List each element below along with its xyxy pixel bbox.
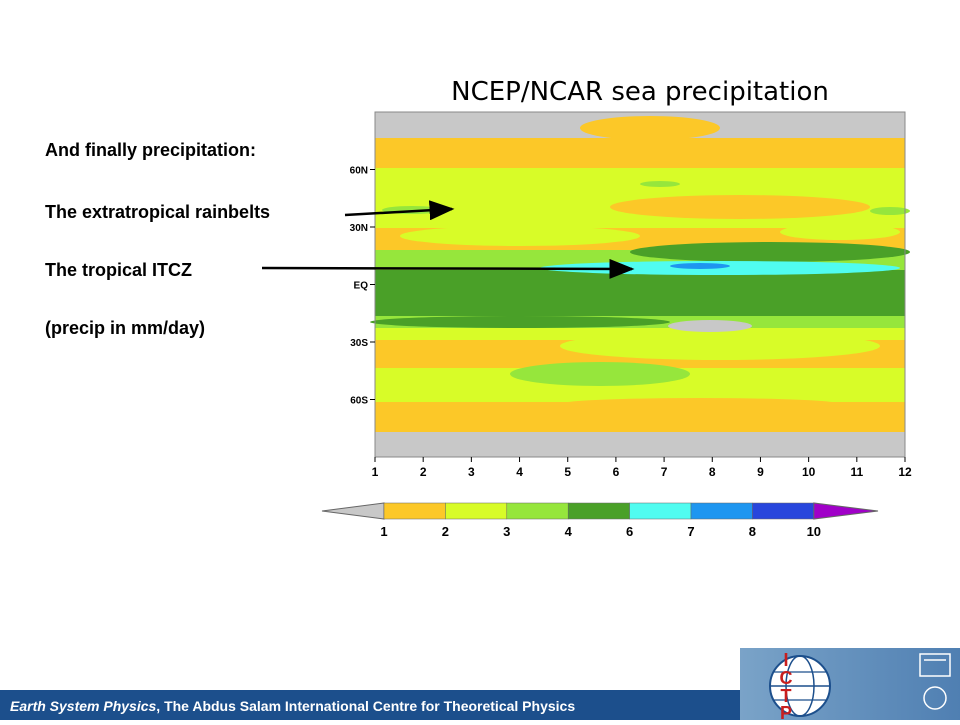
logo-letter-i: I bbox=[783, 650, 788, 670]
x-tick-label: 5 bbox=[564, 465, 571, 479]
logo-letter-c: C bbox=[780, 668, 793, 688]
itcz-line: The tropical ITCZ bbox=[45, 260, 193, 280]
itcz-blue bbox=[670, 263, 730, 269]
colorbar-segment bbox=[383, 502, 446, 520]
south-dry-patch bbox=[668, 320, 752, 332]
colorbar-segment bbox=[445, 502, 508, 520]
colorbar-level-label: 10 bbox=[807, 524, 821, 539]
north-orange-ellipse bbox=[610, 195, 870, 219]
south-yellow-patch bbox=[560, 332, 880, 360]
rainbelt-arrow bbox=[344, 200, 455, 221]
y-tick-label: 60N bbox=[350, 166, 368, 177]
colorbar-level-label: 6 bbox=[626, 524, 633, 539]
footer-text: Earth System Physics, The Abdus Salam In… bbox=[10, 698, 575, 714]
colorbar-level-label: 8 bbox=[749, 524, 756, 539]
subtropic-north-green bbox=[400, 226, 640, 246]
south-orange-bulge bbox=[560, 398, 840, 410]
subtropic-north-green-2 bbox=[780, 224, 900, 240]
colorbar-segment bbox=[506, 502, 569, 520]
y-axis: 60N 30N EQ 30S 60S bbox=[350, 166, 375, 407]
colorbar-high-extension bbox=[813, 502, 879, 520]
colorbar-segment bbox=[567, 502, 630, 520]
footer-rest: , The Abdus Salam International Centre f… bbox=[156, 698, 576, 714]
colorbar-level-label: 7 bbox=[687, 524, 694, 539]
iaea-icon bbox=[923, 686, 947, 710]
x-tick-label: 11 bbox=[850, 465, 863, 479]
north-orange-patch bbox=[580, 116, 720, 140]
x-tick-label: 7 bbox=[661, 465, 668, 479]
colorbar: 1 2 3 4 6 7 8 10 bbox=[321, 502, 879, 539]
colorbar-segment bbox=[629, 502, 692, 520]
footer-italic: Earth System Physics bbox=[10, 698, 157, 714]
x-tick-label: 3 bbox=[468, 465, 475, 479]
y-tick-label: EQ bbox=[354, 281, 369, 292]
tropic-dark-band bbox=[375, 270, 905, 318]
rainbelts-line: The extratropical rainbelts bbox=[45, 202, 271, 222]
x-tick-label: 9 bbox=[757, 465, 764, 479]
logo-graphic: I C T P bbox=[769, 650, 951, 723]
x-tick-label: 1 bbox=[372, 465, 379, 479]
y-tick-label: 30N bbox=[350, 223, 368, 234]
colorbar-low-extension bbox=[321, 502, 385, 520]
x-tick-label: 6 bbox=[613, 465, 620, 479]
units-line: (precip in mm/day) bbox=[45, 318, 206, 338]
x-tick-label: 4 bbox=[516, 465, 523, 479]
logo-letter-p: P bbox=[780, 703, 792, 720]
plot-area bbox=[370, 111, 910, 458]
x-tick-label: 10 bbox=[802, 465, 816, 479]
y-tick-label: 30S bbox=[350, 338, 368, 349]
unesco-icon bbox=[919, 653, 951, 677]
north-orange-band bbox=[375, 138, 905, 170]
y-tick-label: 60S bbox=[350, 396, 368, 407]
colorbar-level-label: 2 bbox=[442, 524, 449, 539]
x-tick-label: 2 bbox=[420, 465, 427, 479]
tropic-dark-north bbox=[630, 242, 910, 262]
colorbar-segment bbox=[690, 502, 753, 520]
logo-letter-t: T bbox=[781, 686, 792, 706]
itcz-arrow bbox=[261, 258, 635, 279]
south-green-dark bbox=[510, 362, 690, 386]
chart-title: NCEP/NCAR sea precipitation bbox=[451, 77, 829, 107]
colorbar-level-label: 1 bbox=[380, 524, 387, 539]
north-green-dark-3 bbox=[870, 207, 910, 215]
colorbar-level-label: 3 bbox=[503, 524, 510, 539]
ictp-logo-area: I C T P bbox=[740, 648, 960, 723]
colorbar-level-label: 4 bbox=[565, 524, 573, 539]
tropic-south-dark bbox=[370, 316, 670, 328]
x-tick-label: 8 bbox=[709, 465, 716, 479]
x-tick-label: 12 bbox=[898, 465, 912, 479]
footer-bar bbox=[0, 690, 760, 720]
north-green-dark-2 bbox=[640, 181, 680, 187]
colorbar-segment bbox=[752, 502, 815, 520]
intro-line: And finally precipitation: bbox=[45, 140, 257, 160]
x-axis: 1 2 3 4 5 6 7 8 9 10 11 12 bbox=[372, 457, 912, 479]
